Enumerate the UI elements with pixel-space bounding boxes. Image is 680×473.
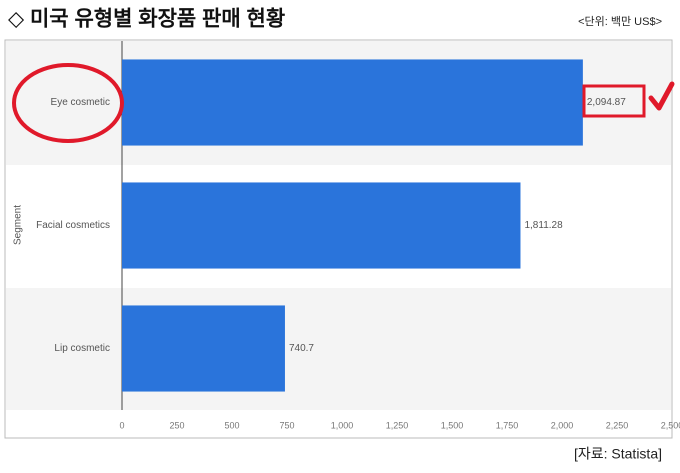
category-label: Facial cosmetics [36,220,110,231]
band [6,288,671,410]
x-tick-label: 250 [169,420,184,430]
x-tick-label: 2,000 [551,420,574,430]
check-mark [648,81,675,111]
x-tick-label: 500 [224,420,239,430]
value-label: 740.7 [289,343,314,354]
highlight-ellipse [12,63,124,143]
x-tick-label: 1,500 [441,420,464,430]
x-tick-label: 0 [119,420,124,430]
x-tick-label: 1,750 [496,420,519,430]
bar [122,182,521,269]
x-tick-label: 1,000 [331,420,354,430]
x-tick-label: 750 [279,420,294,430]
highlight-box [582,84,646,118]
x-tick-label: 1,250 [386,420,409,430]
category-label: Eye cosmetic [51,97,110,108]
category-label: Lip cosmetic [54,343,110,354]
source: [자료: Statista] [574,446,662,462]
bar [122,305,285,392]
bar [122,59,583,146]
value-label: 1,811.28 [524,220,563,231]
plot: 0 250 500 750 1,000 1,250 1,500 1,750 2,000 2,250… [36,59,680,430]
chart-frame [4,39,673,439]
x-tick-label: 2,250 [606,420,629,430]
value-label: 2,094.87 [587,97,626,108]
chart-subtitle: <단위: 백만 US$> [578,15,662,28]
y-axis-label: Segment [13,205,24,245]
x-tick-label: 2,500 [661,420,680,430]
chart-title: ◇ 미국 유형별 화장품 판매 현황 [8,7,285,31]
